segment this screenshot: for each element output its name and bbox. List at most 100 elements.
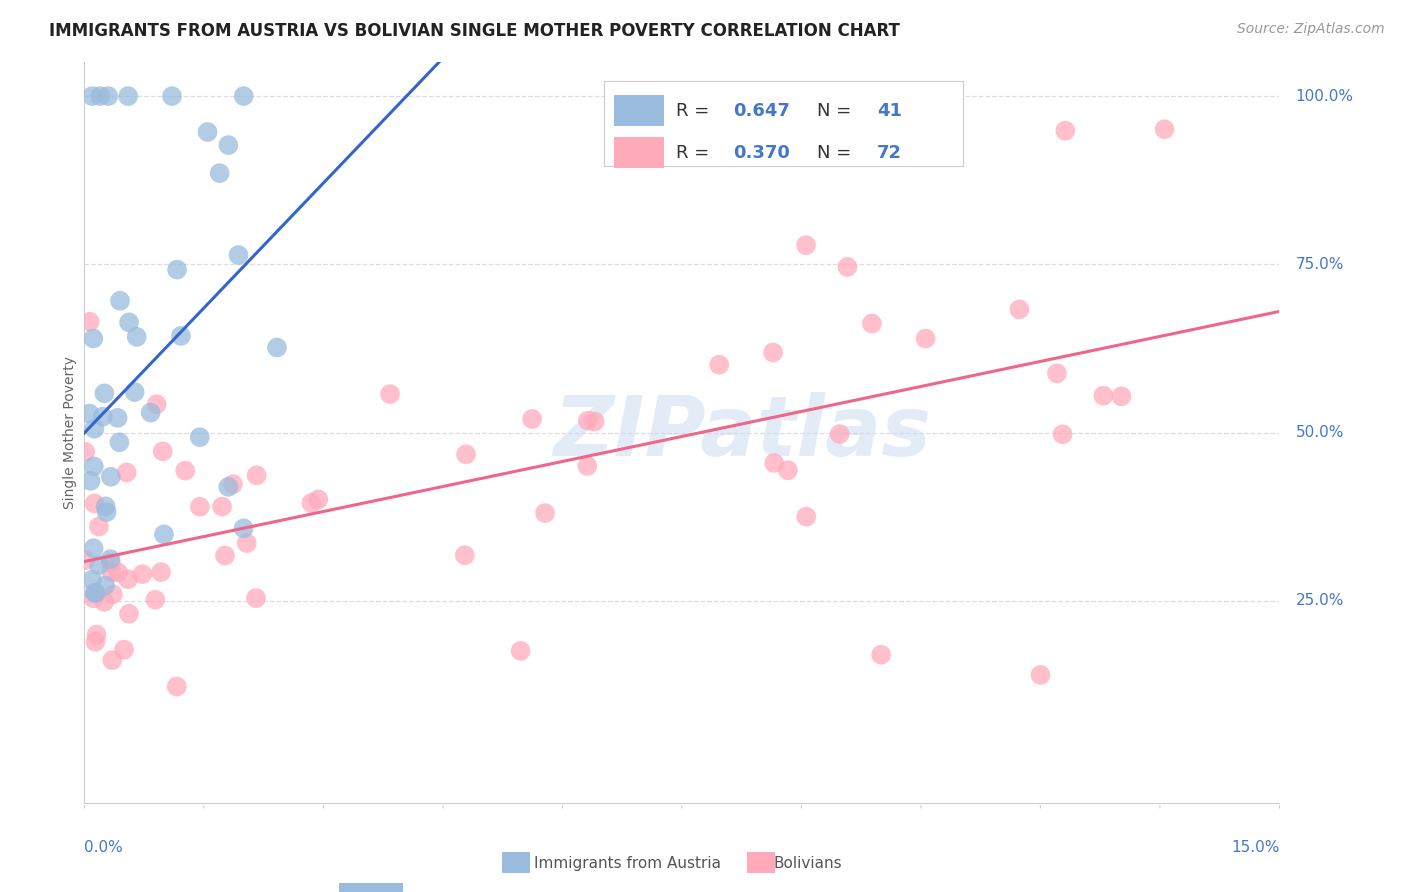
Point: [79, 407, 101, 421]
Point: [301, 496, 323, 510]
Point: [576, 414, 599, 428]
Point: [870, 648, 893, 662]
FancyBboxPatch shape: [614, 137, 664, 169]
Point: [222, 477, 245, 491]
Point: [107, 410, 129, 425]
Point: [89, 89, 111, 103]
Point: [1046, 366, 1069, 380]
Point: [101, 653, 124, 667]
Point: [79, 315, 101, 329]
Point: [83, 541, 105, 556]
Point: [228, 248, 250, 262]
Point: [837, 260, 859, 274]
Point: [108, 435, 131, 450]
Point: [91, 409, 114, 424]
Point: [143, 592, 166, 607]
Point: [828, 427, 851, 442]
Point: [139, 406, 162, 420]
Text: 41: 41: [877, 102, 901, 120]
Point: [217, 480, 239, 494]
Point: [160, 89, 183, 103]
Point: [117, 572, 139, 586]
Point: [153, 527, 176, 541]
Text: Immigrants from Austria: Immigrants from Austria: [534, 856, 721, 871]
Point: [100, 469, 122, 483]
Point: [860, 317, 883, 331]
Point: [118, 607, 141, 621]
Point: [208, 166, 231, 180]
Point: [80, 573, 103, 587]
Point: [94, 500, 117, 514]
Text: Bolivians: Bolivians: [773, 856, 842, 871]
Point: [794, 509, 817, 524]
Point: [174, 464, 197, 478]
Point: [246, 468, 269, 483]
Point: [232, 89, 254, 103]
Point: [87, 519, 110, 533]
Text: R =: R =: [676, 144, 714, 161]
Text: 100.0%: 100.0%: [1295, 88, 1354, 103]
Point: [763, 456, 786, 470]
Point: [266, 341, 288, 355]
Point: [188, 430, 211, 444]
Point: [75, 553, 97, 567]
Point: [188, 500, 211, 514]
Text: Source: ZipAtlas.com: Source: ZipAtlas.com: [1237, 22, 1385, 37]
Point: [166, 262, 188, 277]
Point: [776, 463, 799, 477]
Point: [762, 345, 785, 359]
Point: [520, 412, 543, 426]
Point: [454, 447, 477, 461]
FancyBboxPatch shape: [614, 95, 664, 126]
Point: [583, 414, 606, 428]
Text: 0.647: 0.647: [734, 102, 790, 120]
Point: [914, 332, 936, 346]
Point: [84, 635, 107, 649]
Point: [100, 566, 122, 580]
Point: [1054, 124, 1077, 138]
Point: [1092, 389, 1115, 403]
Point: [214, 549, 236, 563]
Text: N =: N =: [817, 102, 856, 120]
Text: ZIPatlas: ZIPatlas: [553, 392, 931, 473]
Point: [152, 444, 174, 458]
Text: 0.370: 0.370: [734, 144, 790, 161]
Point: [534, 506, 557, 520]
Point: [707, 358, 730, 372]
Text: 0.0%: 0.0%: [84, 840, 124, 855]
Point: [86, 627, 108, 641]
Point: [93, 595, 115, 609]
Point: [307, 492, 329, 507]
Text: 72: 72: [877, 144, 901, 161]
Point: [378, 387, 401, 401]
Point: [245, 591, 267, 605]
Point: [115, 466, 138, 480]
Text: N =: N =: [817, 144, 856, 161]
Point: [82, 331, 104, 345]
Point: [576, 458, 599, 473]
Text: 15.0%: 15.0%: [1232, 840, 1279, 855]
FancyBboxPatch shape: [605, 81, 963, 166]
Point: [197, 125, 219, 139]
Y-axis label: Single Mother Poverty: Single Mother Poverty: [63, 356, 77, 509]
Point: [75, 444, 97, 458]
Point: [82, 89, 104, 103]
Text: R =: R =: [676, 102, 714, 120]
Point: [101, 587, 124, 601]
Text: 75.0%: 75.0%: [1295, 257, 1344, 272]
Point: [96, 505, 118, 519]
Point: [1111, 389, 1133, 403]
Point: [100, 552, 122, 566]
Point: [83, 591, 105, 606]
Point: [100, 556, 122, 570]
Point: [83, 422, 105, 436]
Point: [1052, 427, 1074, 442]
Point: [83, 496, 105, 510]
Point: [117, 89, 139, 103]
FancyBboxPatch shape: [339, 883, 404, 892]
Point: [84, 586, 107, 600]
Point: [166, 680, 188, 694]
Point: [107, 566, 129, 580]
Point: [108, 293, 131, 308]
Point: [509, 644, 531, 658]
